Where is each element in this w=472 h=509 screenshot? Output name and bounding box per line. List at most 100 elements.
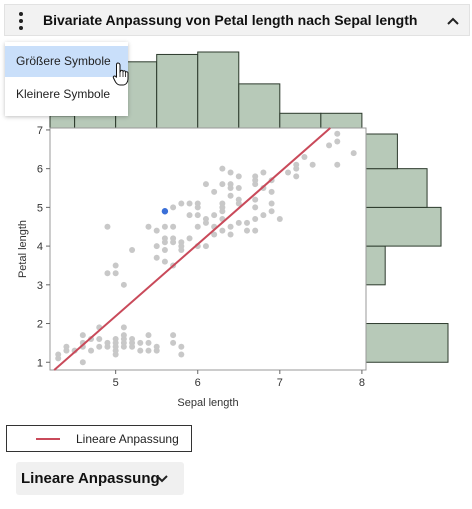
y-hist-bar: [365, 206, 442, 247]
scatter-point: [301, 154, 308, 161]
scatter-point: [219, 165, 226, 172]
scatter-point: [350, 150, 357, 157]
scatter-point: [252, 196, 259, 203]
linear-fit-dropdown-button[interactable]: Lineare Anpassung: [16, 462, 184, 495]
x-hist-bar: [49, 115, 76, 129]
scatter-point: [243, 227, 250, 234]
y-tick-label: 3: [37, 280, 43, 292]
scatter-point: [129, 246, 136, 253]
x-tick-label: 5: [113, 377, 119, 389]
scatter-point: [260, 212, 267, 219]
scatter-point: [153, 243, 160, 250]
scatter-point: [161, 235, 168, 242]
scatter-point: [227, 192, 234, 199]
scatter-point: [55, 351, 62, 358]
y-tick-label: 6: [37, 164, 43, 176]
y-hist-bar: [365, 168, 428, 208]
y-tick-label: 4: [37, 241, 43, 253]
hand-cursor-icon: [112, 62, 129, 86]
legend-label: Lineare Anpassung: [76, 432, 179, 446]
scatter-point: [260, 169, 267, 176]
linear-fit-label: Lineare Anpassung: [21, 470, 160, 487]
chevron-down-icon: [156, 475, 168, 483]
scatter-point: [170, 339, 177, 346]
scatter-point: [252, 173, 259, 180]
menu-item-larger-symbols[interactable]: Größere Symbole: [5, 46, 128, 77]
scatter-point: [120, 281, 127, 288]
scatter-point: [186, 200, 193, 207]
y-tick-label: 7: [37, 125, 43, 137]
scatter-point: [227, 169, 234, 176]
y-tick-label: 5: [37, 202, 43, 214]
legend-swatch: [36, 438, 60, 440]
scatter-point: [211, 231, 218, 238]
scatter-point: [326, 142, 333, 149]
scatter-point: [96, 336, 103, 343]
report-header: Bivariate Anpassung von Petal length nac…: [4, 4, 470, 36]
scatter-point: [309, 161, 316, 168]
scatter-point: [268, 200, 275, 207]
scatter-point: [178, 239, 185, 246]
scatter-point: [227, 181, 234, 188]
scatter-point: [145, 347, 152, 354]
x-tick-label: 6: [195, 377, 201, 389]
scatter-point: [202, 243, 209, 250]
chevron-up-icon[interactable]: [445, 13, 461, 29]
selected-point: [161, 208, 169, 215]
y-hist-bar: [365, 133, 398, 170]
scatter-point: [112, 270, 119, 277]
scatter-point: [243, 219, 250, 226]
scatter-point: [235, 173, 242, 180]
plot-frame: [49, 127, 367, 371]
scatter-point: [186, 235, 193, 242]
x-axis-label: Sepal length: [177, 397, 238, 409]
kebab-menu-icon[interactable]: [9, 9, 33, 33]
scatter-point: [161, 258, 168, 265]
scatter-point: [120, 324, 127, 331]
scatter-point: [79, 332, 86, 339]
x-hist-bar: [279, 112, 322, 129]
scatter-point: [145, 332, 152, 339]
scatter-point: [170, 235, 177, 242]
scatter-point: [170, 223, 177, 230]
scatter-point: [161, 223, 168, 230]
scatter-point: [268, 208, 275, 215]
scatter-point: [104, 339, 111, 346]
scatter-point: [137, 339, 144, 346]
scatter-point: [104, 270, 111, 277]
scatter-point: [194, 223, 201, 230]
scatter-point: [145, 223, 152, 230]
scatter-point: [112, 262, 119, 269]
scatter-point: [137, 347, 144, 354]
scatter-point: [334, 130, 341, 137]
scatter-point: [252, 204, 259, 211]
scatter-point: [88, 347, 95, 354]
scatter-point: [276, 215, 283, 222]
scatter-point: [227, 223, 234, 230]
y-axis-label: Petal length: [17, 220, 29, 278]
scatter-point: [211, 212, 218, 219]
scatter-point: [170, 332, 177, 339]
x-hist-bar: [320, 112, 363, 129]
scatter-point: [79, 359, 86, 366]
context-menu: Größere Symbole Kleinere Symbole: [5, 42, 128, 116]
scatter-point: [227, 231, 234, 238]
x-tick-label: 8: [359, 377, 365, 389]
scatter-point: [63, 343, 70, 350]
scatter-point: [170, 204, 177, 211]
scatter-point: [293, 173, 300, 180]
scatter-point: [202, 215, 209, 222]
menu-item-smaller-symbols[interactable]: Kleinere Symbole: [16, 87, 111, 101]
scatter-point: [268, 188, 275, 195]
scatter-point: [235, 185, 242, 192]
scatter-point: [186, 212, 193, 219]
scatter-point: [252, 215, 259, 222]
scatter-point: [219, 227, 226, 234]
y-hist-bar: [365, 323, 449, 363]
scatter-point: [129, 336, 136, 343]
scatter-point: [161, 246, 168, 253]
y-tick-label: 2: [37, 319, 43, 331]
scatter-point: [153, 343, 160, 350]
x-hist-bar: [197, 51, 240, 129]
scatter-point: [104, 223, 111, 230]
